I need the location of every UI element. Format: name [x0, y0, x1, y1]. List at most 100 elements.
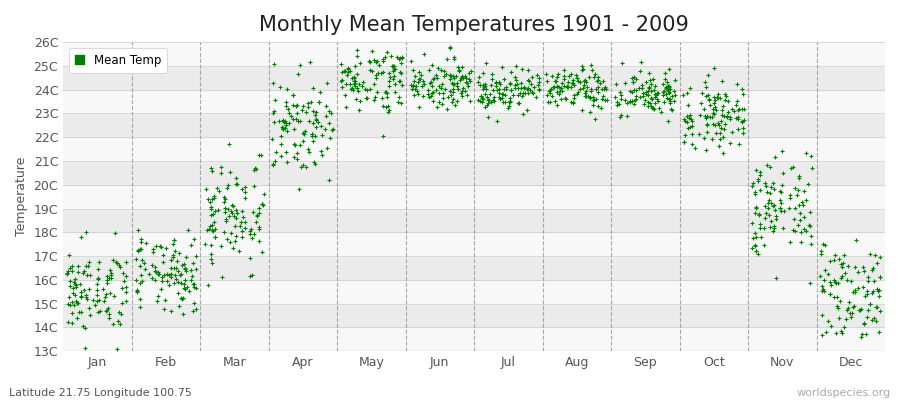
Point [548, 78, 562, 84]
Point [718, 97, 733, 104]
Point [104, 275, 119, 282]
Point [487, 98, 501, 105]
Point [764, 184, 778, 190]
Point [865, 317, 879, 323]
Point [223, 169, 238, 175]
Point [463, 98, 477, 104]
Point [816, 356, 831, 362]
Point [519, 86, 534, 92]
Point [252, 210, 266, 216]
Point [97, 298, 112, 304]
Point [436, 68, 451, 74]
Point [610, 102, 625, 108]
Point [574, 66, 589, 73]
Point [471, 78, 485, 85]
Point [292, 62, 307, 68]
Point [718, 120, 733, 127]
Point [590, 74, 605, 80]
Point [274, 133, 288, 139]
Point [117, 278, 131, 284]
Point [712, 122, 726, 128]
Point [639, 90, 653, 97]
Point [291, 118, 305, 124]
Point [302, 100, 316, 106]
Point [376, 58, 391, 64]
Point [462, 70, 476, 76]
Point [723, 140, 737, 147]
Point [595, 85, 609, 92]
Point [703, 102, 717, 108]
Bar [63, 66, 885, 90]
Point [412, 104, 427, 111]
Point [867, 278, 881, 284]
Point [529, 94, 544, 100]
Point [823, 258, 837, 264]
Point [586, 94, 600, 100]
Point [335, 83, 349, 90]
Point [338, 68, 352, 74]
Point [636, 93, 651, 100]
Point [375, 132, 390, 139]
Point [560, 83, 574, 89]
Point [857, 321, 871, 328]
Point [226, 202, 240, 209]
Point [747, 210, 761, 216]
Point [516, 90, 530, 97]
Point [871, 288, 886, 294]
Point [299, 164, 313, 170]
Point [805, 241, 819, 247]
Point [436, 90, 451, 96]
Point [788, 205, 802, 212]
Point [788, 228, 802, 234]
Point [62, 278, 77, 285]
Point [491, 86, 506, 92]
Point [177, 277, 192, 284]
Point [65, 319, 79, 326]
Point [752, 172, 767, 178]
Point [350, 70, 365, 77]
Point [203, 204, 218, 210]
Point [405, 86, 419, 92]
Point [662, 96, 676, 102]
Point [634, 59, 648, 66]
Point [450, 80, 464, 86]
Point [464, 67, 478, 74]
Point [306, 138, 320, 144]
Point [414, 72, 428, 78]
Point [685, 130, 699, 137]
Point [308, 112, 322, 118]
Point [242, 228, 256, 234]
Point [644, 100, 658, 106]
Point [203, 199, 218, 205]
Point [306, 120, 320, 126]
Point [516, 111, 530, 118]
Point [455, 74, 470, 80]
Point [442, 76, 456, 82]
Point [416, 93, 430, 99]
Point [815, 332, 830, 338]
Point [151, 293, 166, 299]
Point [385, 63, 400, 69]
Point [515, 93, 529, 99]
Point [749, 204, 763, 210]
Point [350, 53, 365, 59]
Point [185, 308, 200, 314]
Point [707, 104, 722, 110]
Point [320, 80, 334, 86]
Point [135, 256, 149, 263]
Point [667, 98, 681, 104]
Point [580, 93, 595, 100]
Point [707, 110, 722, 117]
Point [663, 96, 678, 103]
Point [164, 308, 178, 315]
Point [502, 94, 517, 101]
Point [762, 224, 777, 230]
Point [387, 88, 401, 95]
Point [382, 70, 396, 76]
Point [731, 116, 745, 122]
Point [745, 235, 760, 241]
Point [248, 219, 263, 225]
Point [795, 199, 809, 206]
Point [100, 273, 114, 279]
Point [731, 114, 745, 120]
